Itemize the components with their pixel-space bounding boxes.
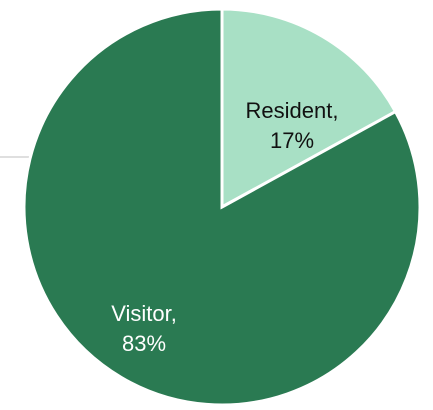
- data-label-value: 83%: [122, 331, 166, 356]
- slices-layer: [0, 7, 422, 407]
- pie-slice-resident: [220, 7, 398, 210]
- data-label-value: 17%: [270, 128, 314, 153]
- data-label-visitor: Visitor, 83%: [111, 301, 177, 356]
- data-label-resident: Resident, 17%: [246, 98, 339, 153]
- data-label-category: Visitor,: [111, 301, 177, 326]
- data-label-category: Resident,: [246, 98, 339, 123]
- pie-slice-visitor: [22, 7, 422, 407]
- labels-layer: Resident, 17% Visitor, 83%: [111, 98, 338, 356]
